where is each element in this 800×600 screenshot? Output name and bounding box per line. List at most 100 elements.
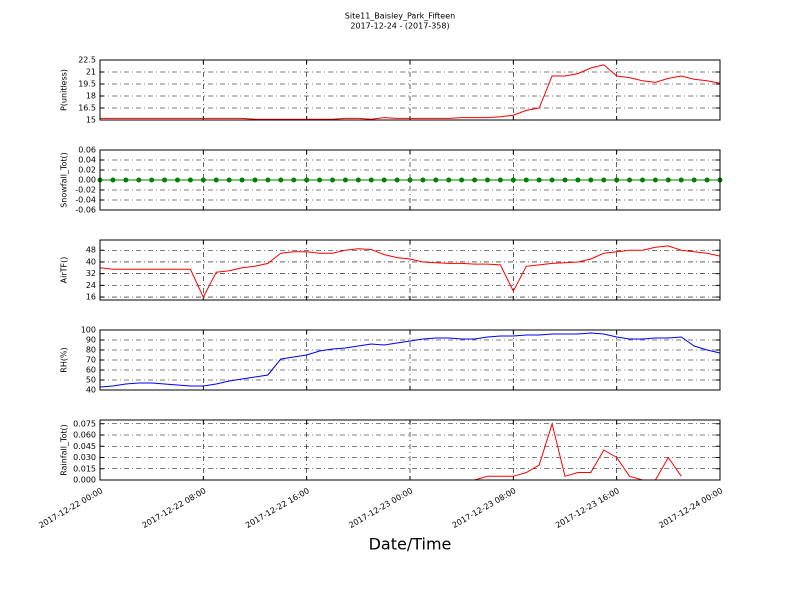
data-point xyxy=(265,177,271,183)
x-tick-label: 2017-12-24 00:00 xyxy=(657,486,724,530)
data-point xyxy=(510,177,516,183)
y-tick-label: 0.00 xyxy=(78,176,96,185)
data-point xyxy=(394,177,400,183)
y-tick-label: 90 xyxy=(86,336,96,345)
data-point xyxy=(110,177,116,183)
y-tick-label: 0.06 xyxy=(78,146,96,155)
data-point xyxy=(291,177,297,183)
y-tick-label: -0.04 xyxy=(75,196,96,205)
data-point xyxy=(665,177,671,183)
data-point xyxy=(330,177,335,183)
y-tick-label: 0.015 xyxy=(73,464,96,473)
y-axis-label: P(unitless) xyxy=(60,69,69,111)
data-point xyxy=(252,177,258,183)
data-point xyxy=(485,177,490,183)
y-tick-label: 70 xyxy=(86,356,96,365)
y-tick-label: 48 xyxy=(86,246,96,255)
data-line xyxy=(99,332,721,388)
y-tick-label: 32 xyxy=(86,269,96,278)
x-tick-label: 2017-12-22 00:00 xyxy=(37,486,104,530)
x-tick-label: 2017-12-22 16:00 xyxy=(244,486,311,530)
data-point xyxy=(627,177,633,183)
data-point xyxy=(123,177,129,183)
data-point xyxy=(459,177,465,183)
data-point xyxy=(355,177,361,183)
data-point xyxy=(136,177,142,183)
x-tick-label: 2017-12-23 16:00 xyxy=(554,486,621,530)
y-tick-label: 24 xyxy=(86,281,96,290)
data-point xyxy=(575,177,581,183)
y-tick-label: 16 xyxy=(86,293,96,302)
x-axis-label: Date/Time xyxy=(369,535,452,554)
data-point xyxy=(226,177,232,183)
data-point xyxy=(446,177,452,183)
y-tick-label: 80 xyxy=(86,346,96,355)
data-point xyxy=(472,177,478,183)
data-point xyxy=(200,177,206,183)
data-point xyxy=(588,177,594,183)
y-tick-label: 0.04 xyxy=(78,156,96,165)
y-tick-label: 0.045 xyxy=(73,442,96,451)
y-tick-label: 16.5 xyxy=(78,104,96,113)
x-tick-label: 2017-12-23 08:00 xyxy=(451,486,518,530)
data-point xyxy=(601,177,607,183)
data-point xyxy=(162,177,168,183)
y-tick-label: 0.030 xyxy=(73,453,96,462)
data-point xyxy=(149,177,155,183)
figure-title: Site11_Baisley_Park_Fifteen xyxy=(345,12,455,21)
y-axis-label: AirTF() xyxy=(60,257,69,284)
y-tick-label: 60 xyxy=(86,366,96,375)
data-point xyxy=(562,177,568,183)
data-point xyxy=(381,177,387,183)
plot-frame xyxy=(99,149,721,211)
data-line xyxy=(99,245,721,299)
plot-frame xyxy=(99,329,721,391)
x-tick-label: 2017-12-22 08:00 xyxy=(141,486,208,530)
y-tick-label: 0.075 xyxy=(73,419,96,428)
y-tick-label: 19.5 xyxy=(78,80,96,89)
data-point xyxy=(614,177,620,183)
data-point xyxy=(497,177,503,183)
data-point xyxy=(523,177,529,183)
data-point xyxy=(536,177,542,183)
y-tick-label: 100 xyxy=(81,326,96,335)
data-point xyxy=(213,177,219,183)
data-point xyxy=(678,177,684,183)
figure-subtitle: 2017-12-24 - (2017-358) xyxy=(350,22,449,31)
plot-frame xyxy=(99,239,721,301)
y-tick-label: 0.000 xyxy=(73,476,96,485)
y-tick-label: -0.02 xyxy=(75,186,96,195)
data-point xyxy=(304,177,310,183)
data-point xyxy=(317,177,323,183)
data-line xyxy=(100,64,721,120)
y-tick-label: 15 xyxy=(86,116,96,125)
y-tick-label: 18 xyxy=(86,92,96,101)
y-tick-label: 40 xyxy=(86,386,96,395)
data-point xyxy=(175,177,180,183)
y-tick-label: 50 xyxy=(86,376,96,385)
y-axis-label: Rainfall_Tot() xyxy=(60,424,69,476)
data-point xyxy=(407,177,413,183)
y-tick-label: -0.06 xyxy=(75,206,96,215)
data-point xyxy=(691,177,697,183)
data-point xyxy=(420,177,426,183)
y-tick-label: 0.02 xyxy=(78,166,96,175)
data-point xyxy=(640,177,645,183)
data-point xyxy=(342,177,348,183)
data-point xyxy=(652,177,658,183)
data-point xyxy=(549,177,555,183)
y-axis-label: Snowfall_Tot() xyxy=(60,152,69,208)
data-point xyxy=(187,177,193,183)
plot-frame xyxy=(99,59,721,121)
data-point xyxy=(239,177,245,183)
plot-frame xyxy=(99,419,721,481)
y-tick-label: 40 xyxy=(86,257,96,266)
y-tick-label: 0.060 xyxy=(73,431,96,440)
x-tick-label: 2017-12-23 00:00 xyxy=(347,486,414,530)
y-tick-label: 21 xyxy=(86,68,96,77)
data-point xyxy=(368,177,374,183)
y-axis-label: RH(%) xyxy=(60,347,69,372)
data-point xyxy=(278,177,284,183)
y-tick-label: 22.5 xyxy=(78,56,96,65)
